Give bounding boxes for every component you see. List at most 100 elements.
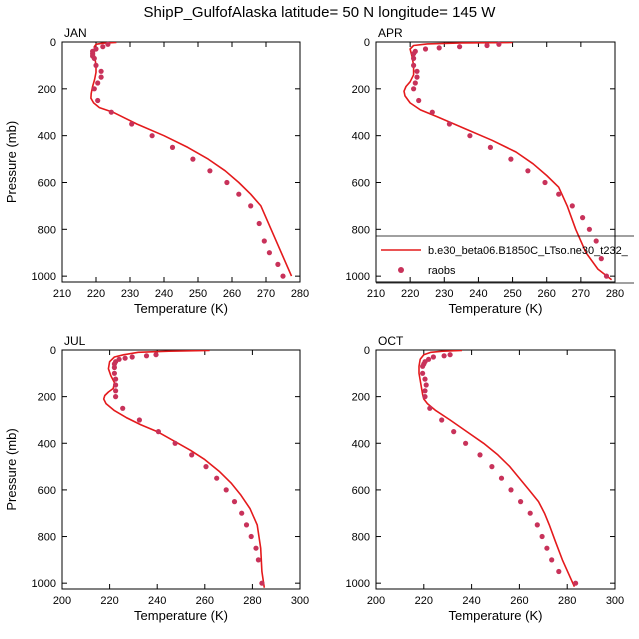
raobs-point-oct-11: [422, 394, 428, 400]
raobs-point-jul-25: [253, 545, 259, 551]
raobs-point-jan-26: [280, 273, 286, 279]
raobs-point-jan-0: [105, 41, 111, 47]
panel-oct: 200 220 240 260 280 300 0 200 400 600 800 1000 OCT Te…: [346, 334, 625, 623]
y-tick-label-apr-2: 400: [352, 131, 370, 143]
raobs-point-oct-16: [477, 452, 483, 458]
y-tick-label-oct-1: 200: [352, 392, 370, 404]
raobs-point-apr-13: [416, 97, 422, 104]
x-tick-label-apr-0: 210: [367, 288, 385, 300]
raobs-point-apr-6: [411, 51, 417, 57]
x-tick-label-jan-5: 260: [223, 288, 241, 300]
raobs-point-apr-19: [525, 168, 531, 174]
raobs-point-apr-14: [429, 109, 435, 115]
plot-frame-jul: [61, 349, 301, 590]
y-tick-label-apr-4: 800: [352, 224, 370, 236]
model-line-apr: [403, 42, 613, 281]
x-tick-label-jul-1: 220: [100, 595, 118, 607]
x-tick-label-oct-5: 300: [606, 595, 624, 607]
y-tick-label-jan-4: 800: [38, 224, 56, 236]
x-tick-label-jan-1: 220: [87, 288, 105, 300]
raobs-point-jul-22: [239, 510, 245, 516]
panel-jan: 210 220 230 240 250 260 270 280 0 200 400 600 800 100…: [4, 26, 309, 316]
x-tick-label-apr-5: 260: [538, 288, 556, 300]
raobs-point-jan-19: [224, 179, 230, 186]
raobs-point-jul-23: [243, 522, 250, 528]
panel-label-oct: OCT: [378, 334, 404, 348]
raobs-point-jul-0: [153, 352, 159, 358]
x-axis-label-jul: Temperature (K): [134, 608, 228, 623]
raobs-point-apr-9: [414, 68, 420, 74]
panel-label-jul: JUL: [64, 334, 86, 348]
raobs-point-oct-25: [549, 557, 555, 563]
raobs-point-jul-3: [122, 355, 128, 361]
x-tick-label-jul-2: 240: [148, 595, 166, 607]
y-axis-label-jul: Pressure (mb): [4, 428, 19, 510]
raobs-point-apr-25: [593, 238, 599, 244]
y-tick-label-jan-2: 400: [38, 131, 56, 143]
raobs-point-jan-22: [256, 220, 262, 227]
raobs-point-apr-21: [556, 191, 562, 197]
y-tick-label-jan-5: 1000: [32, 271, 56, 283]
x-tick-label-jul-0: 200: [53, 595, 71, 607]
raobs-point-apr-17: [487, 144, 493, 150]
raobs-point-jul-7: [111, 364, 117, 371]
x-tick-label-jan-0: 210: [53, 288, 71, 300]
raobs-point-oct-27: [573, 580, 579, 586]
raobs-point-jan-9: [98, 74, 104, 80]
raobs-point-apr-7: [411, 55, 417, 62]
raobs-point-oct-6: [420, 363, 426, 369]
legend-model-label: b.e30_beta06.B1850C_LTso.ne30_t232_: [428, 245, 629, 257]
raobs-point-apr-4: [422, 46, 429, 52]
raobs-point-jan-8: [98, 68, 104, 74]
x-tick-label-oct-2: 240: [462, 595, 480, 607]
raobs-point-jan-15: [149, 133, 155, 139]
x-tick-label-jan-4: 250: [189, 288, 207, 300]
x-tick-label-jul-5: 300: [291, 595, 309, 607]
raobs-point-oct-7: [420, 370, 426, 376]
y-tick-label-apr-3: 600: [352, 177, 370, 189]
raobs-point-jan-24: [266, 250, 272, 256]
x-tick-label-jan-2: 230: [121, 288, 139, 300]
panel-label-jan: JAN: [64, 26, 87, 40]
plot-frame-jan: [61, 41, 301, 283]
raobs-point-apr-11: [412, 80, 418, 86]
raobs-point-jul-16: [172, 440, 178, 446]
y-tick-label-apr-5: 1000: [346, 271, 370, 283]
raobs-point-apr-23: [580, 215, 586, 221]
raobs-point-jan-6: [91, 55, 97, 62]
raobs-point-oct-14: [451, 429, 457, 435]
y-tick-label-jan-0: 0: [50, 37, 56, 49]
model-line-oct: [418, 350, 576, 588]
panels: 210 220 230 240 250 260 270 280 0 200 400 600 800 100…: [4, 26, 634, 623]
raobs-point-jul-2: [129, 354, 135, 360]
raobs-point-apr-24: [586, 226, 593, 232]
y-tick-label-oct-4: 800: [352, 532, 370, 544]
raobs-point-apr-26: [598, 256, 604, 262]
x-tick-label-apr-7: 280: [606, 288, 624, 300]
plot-frame-oct: [375, 349, 616, 590]
raobs-point-jul-24: [248, 533, 254, 540]
x-axis-label-apr: Temperature (K): [449, 301, 543, 316]
raobs-point-oct-9: [423, 382, 429, 388]
raobs-point-jul-19: [214, 475, 220, 481]
y-tick-label-oct-3: 600: [352, 485, 370, 497]
x-tick-label-jan-6: 270: [257, 288, 275, 300]
raobs-point-jan-12: [95, 97, 101, 104]
raobs-point-oct-8: [422, 376, 428, 382]
raobs-point-jul-18: [203, 464, 209, 470]
x-tick-label-apr-2: 230: [435, 288, 453, 300]
raobs-point-jul-9: [113, 376, 119, 382]
raobs-point-oct-26: [556, 568, 562, 575]
panel-jul: 200 220 240 260 280 300 0 200 400 600 800 1000 JUL Te…: [4, 334, 309, 623]
y-tick-label-oct-5: 1000: [346, 578, 370, 590]
raobs-point-jan-21: [248, 203, 254, 209]
raobs-point-oct-22: [534, 522, 540, 528]
raobs-point-oct-23: [539, 533, 545, 540]
raobs-point-apr-27: [603, 273, 610, 279]
raobs-point-apr-2: [457, 44, 463, 50]
y-tick-label-jul-2: 400: [38, 438, 56, 450]
y-tick-label-apr-0: 0: [364, 37, 370, 49]
x-tick-label-jan-3: 240: [155, 288, 173, 300]
raobs-point-jan-20: [236, 191, 242, 197]
raobs-point-oct-10: [422, 388, 428, 394]
